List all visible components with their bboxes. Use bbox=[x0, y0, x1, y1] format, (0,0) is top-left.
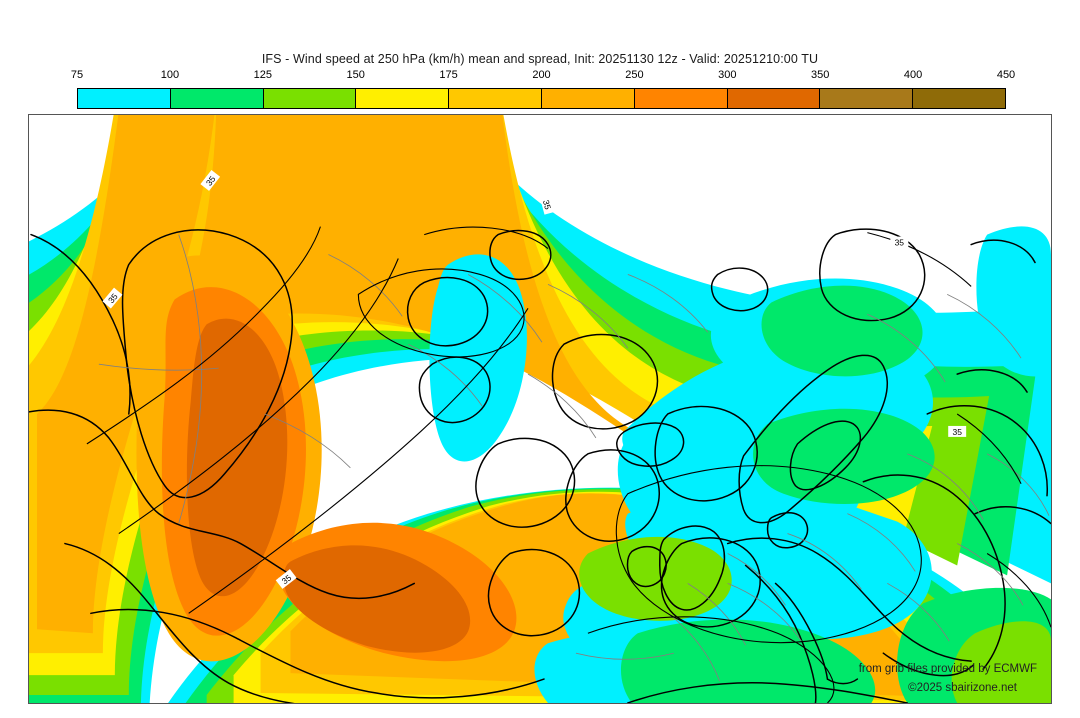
contour-fill-layer bbox=[29, 115, 1051, 703]
colorbar-swatch-175-200 bbox=[449, 89, 542, 108]
colorbar-swatch-150-175 bbox=[356, 89, 450, 108]
colorbar-swatch-75-100 bbox=[78, 89, 171, 108]
colorbar-tick-175: 175 bbox=[439, 69, 458, 81]
band-200-250 bbox=[36, 115, 215, 634]
east-green bbox=[951, 621, 1051, 703]
coastline-layer bbox=[29, 226, 1051, 703]
spread-contour-layer bbox=[86, 226, 1051, 703]
colorbar-tick-200: 200 bbox=[532, 69, 551, 81]
svg-text:35: 35 bbox=[952, 427, 962, 437]
arctic-green bbox=[761, 285, 923, 377]
colorbar-swatch-400-450 bbox=[913, 89, 1005, 108]
page-title: IFS - Wind speed at 250 hPa (km/h) mean … bbox=[261, 52, 819, 66]
colorbar-tick-300: 300 bbox=[718, 69, 737, 81]
colorbar: 75 100 125 150 175 200 250 300 350 400 450 bbox=[71, 69, 1015, 109]
map-canvas[interactable]: 35 35 35 35 35 35 35 bbox=[28, 114, 1052, 704]
svg-text:35: 35 bbox=[541, 199, 553, 211]
colorbar-swatch-100-125 bbox=[170, 89, 264, 108]
europe-green-1 bbox=[753, 408, 935, 505]
colorbar-tick-100: 100 bbox=[160, 69, 180, 81]
colorbar-tick-75: 75 bbox=[70, 69, 84, 81]
baffin-cyan bbox=[429, 254, 527, 462]
colorbar-tick-labels: 75 100 125 150 175 200 250 300 350 400 450 bbox=[71, 69, 1015, 85]
colorbar-swatch-250-300 bbox=[634, 89, 728, 108]
jet-core-deep-orange-b bbox=[284, 545, 471, 653]
colorbar-tick-125: 125 bbox=[253, 69, 272, 81]
map-svg: 35 35 35 35 35 35 35 bbox=[29, 115, 1051, 703]
colorbar-tick-400: 400 bbox=[903, 69, 923, 81]
colorbar-swatches bbox=[77, 88, 1006, 109]
colorbar-tick-150: 150 bbox=[346, 69, 365, 81]
uk-green bbox=[579, 536, 732, 621]
colorbar-swatch-300-350 bbox=[727, 89, 821, 108]
svg-text:35: 35 bbox=[895, 238, 905, 248]
spread-contour-labels: 35 35 35 35 35 35 35 bbox=[102, 170, 967, 589]
colorbar-swatch-200-250 bbox=[541, 89, 635, 108]
colorbar-tick-250: 250 bbox=[625, 69, 644, 81]
colorbar-tick-350: 350 bbox=[811, 69, 830, 81]
colorbar-swatch-350-400 bbox=[820, 89, 914, 108]
colorbar-tick-450: 450 bbox=[996, 69, 1016, 81]
colorbar-swatch-125-150 bbox=[263, 89, 357, 108]
east-cyan bbox=[976, 226, 1051, 377]
jet-core-deep-orange bbox=[186, 318, 288, 597]
